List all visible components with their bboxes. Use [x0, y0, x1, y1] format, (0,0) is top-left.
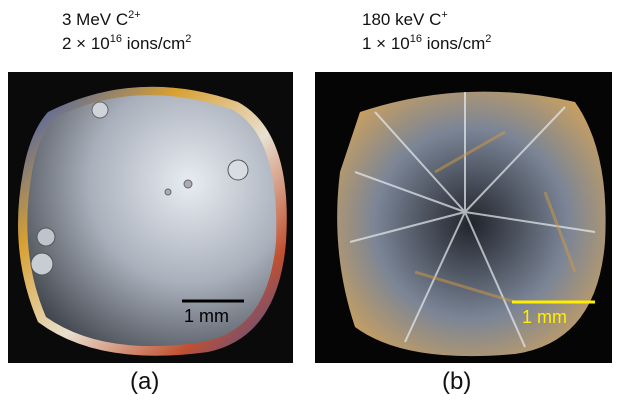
superscript: 2	[185, 33, 191, 45]
superscript: +	[441, 9, 447, 21]
superscript: 16	[410, 33, 422, 45]
caption-text: 2 × 10	[62, 34, 110, 53]
caption-text: 180 keV C	[362, 10, 441, 29]
scale-bar-label: 1 mm	[522, 307, 567, 328]
panel-label: (b)	[442, 368, 471, 396]
superscript: 2	[485, 33, 491, 45]
caption-b: 180 keV C+1 × 1016 ions/cm2	[362, 8, 491, 56]
caption-text: ions/cm	[422, 34, 485, 53]
panel-label: (a)	[130, 368, 159, 396]
micrograph-b	[315, 72, 612, 363]
caption-text: ions/cm	[122, 34, 185, 53]
superscript: 16	[110, 33, 122, 45]
caption-a: 3 MeV C2+2 × 1016 ions/cm2	[62, 8, 191, 56]
caption-line: 1 × 1016 ions/cm2	[362, 32, 491, 56]
micrograph-a	[8, 72, 293, 363]
caption-line: 3 MeV C2+	[62, 8, 191, 32]
figure: 3 MeV C2+2 × 1016 ions/cm2 180 keV C+1 ×…	[0, 0, 625, 407]
scale-bar-label: 1 mm	[184, 306, 229, 327]
caption-line: 180 keV C+	[362, 8, 491, 32]
superscript: 2+	[128, 9, 141, 21]
caption-text: 3 MeV C	[62, 10, 128, 29]
caption-text: 1 × 10	[362, 34, 410, 53]
caption-line: 2 × 1016 ions/cm2	[62, 32, 191, 56]
